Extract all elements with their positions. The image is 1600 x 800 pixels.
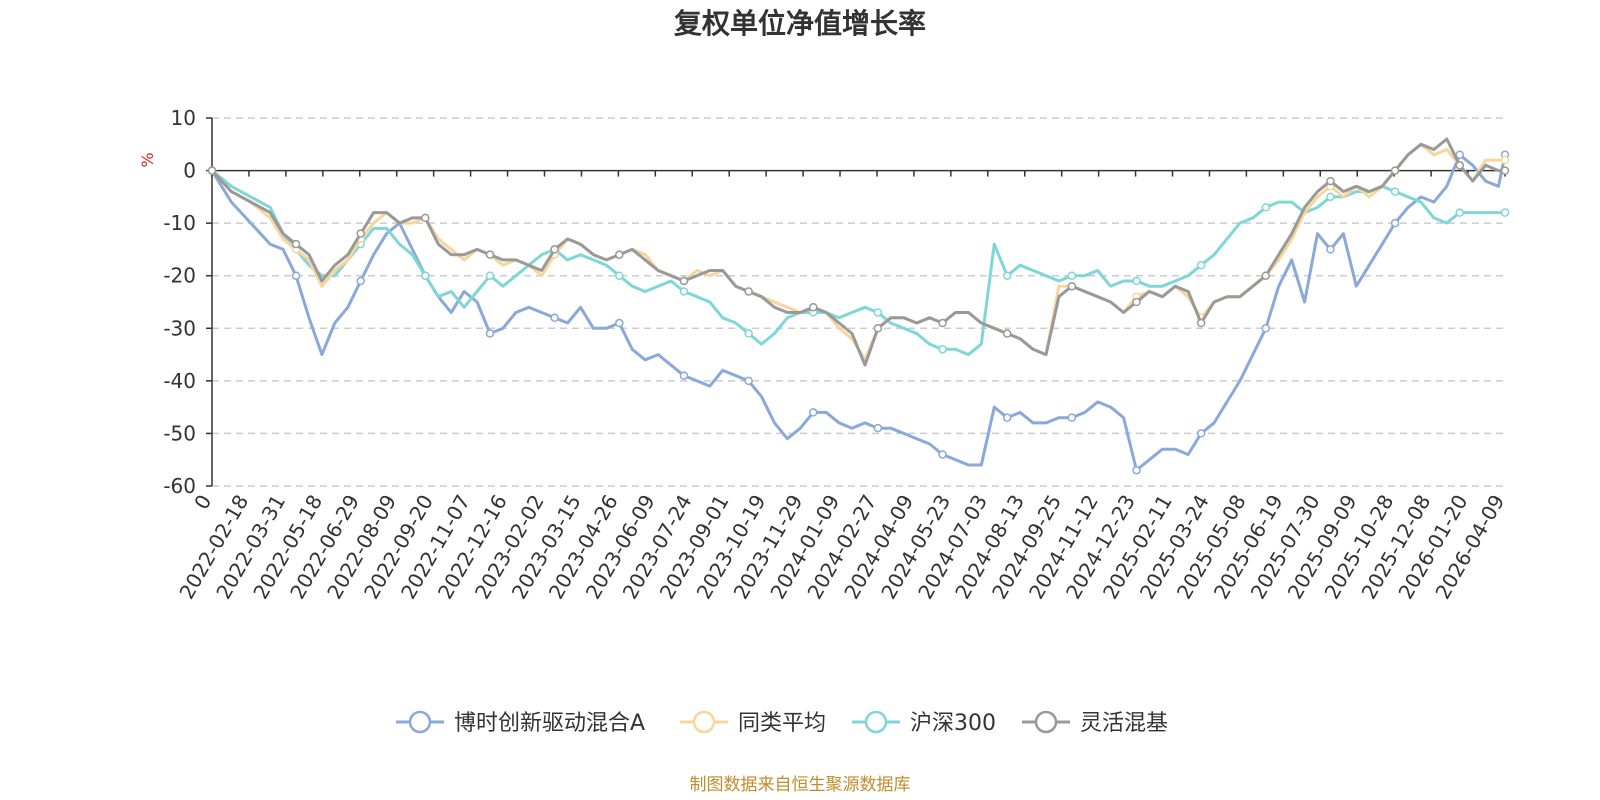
data-point [1326, 176, 1335, 186]
series-line [211, 169, 1505, 357]
data-point [615, 318, 624, 328]
data-point [938, 345, 947, 354]
data-point [744, 329, 753, 338]
data-point [1132, 465, 1141, 475]
data-point [1390, 187, 1400, 196]
data-point [873, 308, 883, 317]
legend-item[interactable]: 博时创新驱动混合A [396, 710, 645, 736]
data-point [291, 271, 301, 280]
data-point [1132, 276, 1141, 286]
data-point [485, 329, 495, 338]
gridlines [212, 117, 1505, 487]
data-point [421, 213, 430, 223]
chart-title: 复权单位净值增长率 [674, 7, 926, 40]
data-point [1455, 208, 1464, 217]
data-point [1455, 161, 1464, 170]
axes [211, 118, 1505, 486]
data-point [938, 450, 947, 459]
data-point [808, 408, 818, 417]
data-point [873, 324, 883, 333]
legend-marker-icon [864, 710, 888, 734]
data-point [1196, 429, 1206, 438]
data-point [291, 239, 301, 249]
x-axis-ticks: 02022-02-182022-03-312022-05-182022-06-2… [174, 170, 1509, 603]
legend-item[interactable]: 同类平均 [680, 710, 826, 736]
source-note: 制图数据来自恒生聚源数据库 [690, 775, 911, 795]
y-axis-ticks: 10 0 -10 -20 -30 -40 -50 -60 [163, 106, 212, 498]
data-point [1390, 166, 1400, 175]
data-point [679, 371, 689, 380]
legend-label: 博时创新驱动混合A [454, 711, 645, 736]
data-point [356, 276, 365, 286]
y-tick-label: -30 [163, 316, 196, 340]
data-point [356, 229, 365, 238]
data-point [1500, 208, 1510, 217]
data-point [1261, 324, 1271, 333]
y-tick-label: -20 [163, 264, 196, 288]
legend-marker-icon [1034, 710, 1058, 734]
data-point [744, 376, 753, 386]
data-point [1196, 318, 1206, 328]
legend-marker-icon [692, 710, 716, 734]
data-point [1132, 297, 1141, 307]
data-point [679, 287, 689, 296]
data-point [1002, 329, 1012, 338]
data-point [1500, 166, 1510, 175]
data-point [1390, 218, 1400, 228]
data-point [1002, 271, 1012, 280]
data-point [1261, 203, 1271, 212]
data-point [1067, 413, 1077, 422]
data-point [938, 318, 947, 328]
legend-label: 灵活混基 [1080, 711, 1168, 736]
series-lines [207, 137, 1510, 475]
data-point [744, 287, 753, 296]
series-line [210, 142, 1505, 362]
y-tick-label: 10 [171, 106, 196, 130]
legend-label: 同类平均 [738, 711, 826, 736]
data-point [485, 250, 495, 259]
data-point [1326, 192, 1335, 202]
series-line [210, 137, 1505, 367]
data-point [1326, 245, 1335, 254]
y-tick-label: -60 [163, 474, 196, 498]
data-point [207, 166, 217, 175]
data-point [679, 276, 689, 286]
series-3 [207, 137, 1510, 367]
legend-marker-icon [408, 710, 432, 734]
x-tick-label: 0 [189, 491, 216, 514]
data-point [421, 271, 430, 280]
y-tick-label: 0 [183, 159, 196, 183]
data-point [615, 250, 624, 259]
legend-item[interactable]: 沪深300 [852, 710, 996, 736]
data-point [1002, 413, 1012, 422]
y-tick-label: -50 [163, 421, 196, 445]
data-point [550, 245, 559, 254]
data-point [873, 423, 883, 433]
data-point [485, 271, 495, 280]
data-point [808, 303, 818, 312]
data-point [1500, 155, 1510, 165]
legend-item[interactable]: 灵活混基 [1022, 710, 1168, 736]
data-point [550, 313, 559, 323]
y-tick-label: -10 [163, 211, 196, 235]
y-tick-label: -40 [163, 369, 196, 393]
legend-label: 沪深300 [910, 711, 996, 736]
data-point [1455, 150, 1464, 160]
data-point [1261, 271, 1271, 280]
data-point [1196, 260, 1206, 270]
data-point [1067, 281, 1077, 291]
y-axis-unit: % [138, 152, 157, 167]
data-point [615, 271, 624, 280]
legend[interactable]: 博时创新驱动混合A 同类平均 沪深300 灵活混基 [396, 710, 1168, 736]
data-point [1067, 271, 1077, 280]
series-line [210, 153, 1507, 472]
